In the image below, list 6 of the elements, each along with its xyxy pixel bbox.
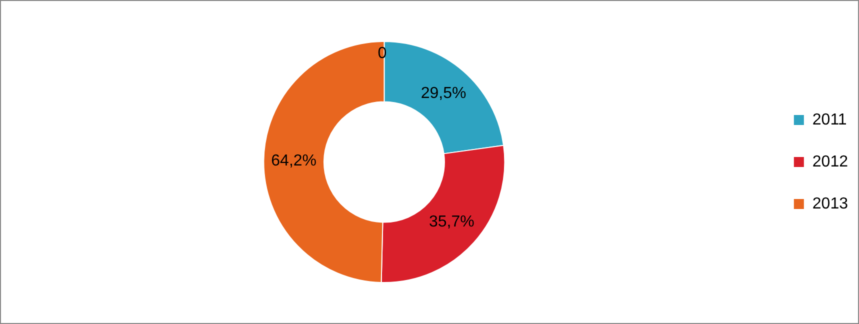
data-label: 35,7% <box>428 214 474 231</box>
legend-label: 2012 <box>812 153 848 170</box>
data-label: 29,5% <box>420 85 466 102</box>
data-label: 64,2% <box>271 152 317 170</box>
legend-label: 2011 <box>812 111 847 128</box>
legend-label: 2013 <box>812 195 848 212</box>
